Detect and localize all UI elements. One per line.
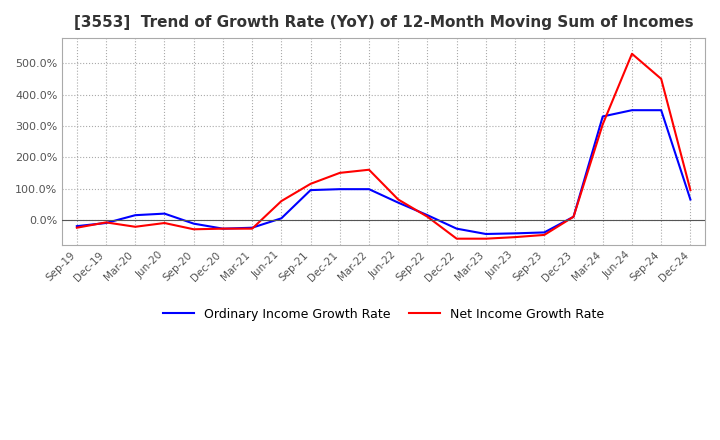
Ordinary Income Growth Rate [219,226,228,231]
Ordinary Income Growth Rate [160,211,168,216]
Net Income Growth Rate [423,214,432,220]
Net Income Growth Rate [73,225,81,231]
Net Income Growth Rate [482,236,490,241]
Net Income Growth Rate [570,214,578,220]
Net Income Growth Rate [219,226,228,231]
Net Income Growth Rate [510,235,519,240]
Ordinary Income Growth Rate [336,187,344,192]
Ordinary Income Growth Rate [657,107,665,113]
Ordinary Income Growth Rate [540,230,549,235]
Ordinary Income Growth Rate [423,213,432,218]
Net Income Growth Rate [277,198,286,204]
Ordinary Income Growth Rate [452,226,461,231]
Ordinary Income Growth Rate [628,107,636,113]
Net Income Growth Rate [131,224,140,229]
Net Income Growth Rate [189,227,198,232]
Ordinary Income Growth Rate [306,187,315,193]
Ordinary Income Growth Rate [248,225,256,231]
Net Income Growth Rate [598,121,607,127]
Title: [3553]  Trend of Growth Rate (YoY) of 12-Month Moving Sum of Incomes: [3553] Trend of Growth Rate (YoY) of 12-… [74,15,693,30]
Ordinary Income Growth Rate [73,224,81,229]
Ordinary Income Growth Rate [277,216,286,221]
Net Income Growth Rate [657,76,665,81]
Ordinary Income Growth Rate [131,213,140,218]
Ordinary Income Growth Rate [482,231,490,237]
Ordinary Income Growth Rate [510,231,519,236]
Net Income Growth Rate [248,226,256,231]
Ordinary Income Growth Rate [570,214,578,220]
Net Income Growth Rate [686,187,695,193]
Ordinary Income Growth Rate [102,220,110,226]
Net Income Growth Rate [102,220,110,225]
Net Income Growth Rate [336,170,344,176]
Line: Ordinary Income Growth Rate: Ordinary Income Growth Rate [77,110,690,234]
Ordinary Income Growth Rate [189,221,198,226]
Line: Net Income Growth Rate: Net Income Growth Rate [77,54,690,238]
Legend: Ordinary Income Growth Rate, Net Income Growth Rate: Ordinary Income Growth Rate, Net Income … [158,303,610,326]
Ordinary Income Growth Rate [598,114,607,119]
Net Income Growth Rate [160,220,168,226]
Net Income Growth Rate [394,197,402,202]
Ordinary Income Growth Rate [365,187,374,192]
Net Income Growth Rate [452,236,461,241]
Net Income Growth Rate [628,51,636,56]
Ordinary Income Growth Rate [686,197,695,202]
Net Income Growth Rate [306,181,315,187]
Net Income Growth Rate [365,167,374,172]
Net Income Growth Rate [540,232,549,238]
Ordinary Income Growth Rate [394,200,402,205]
